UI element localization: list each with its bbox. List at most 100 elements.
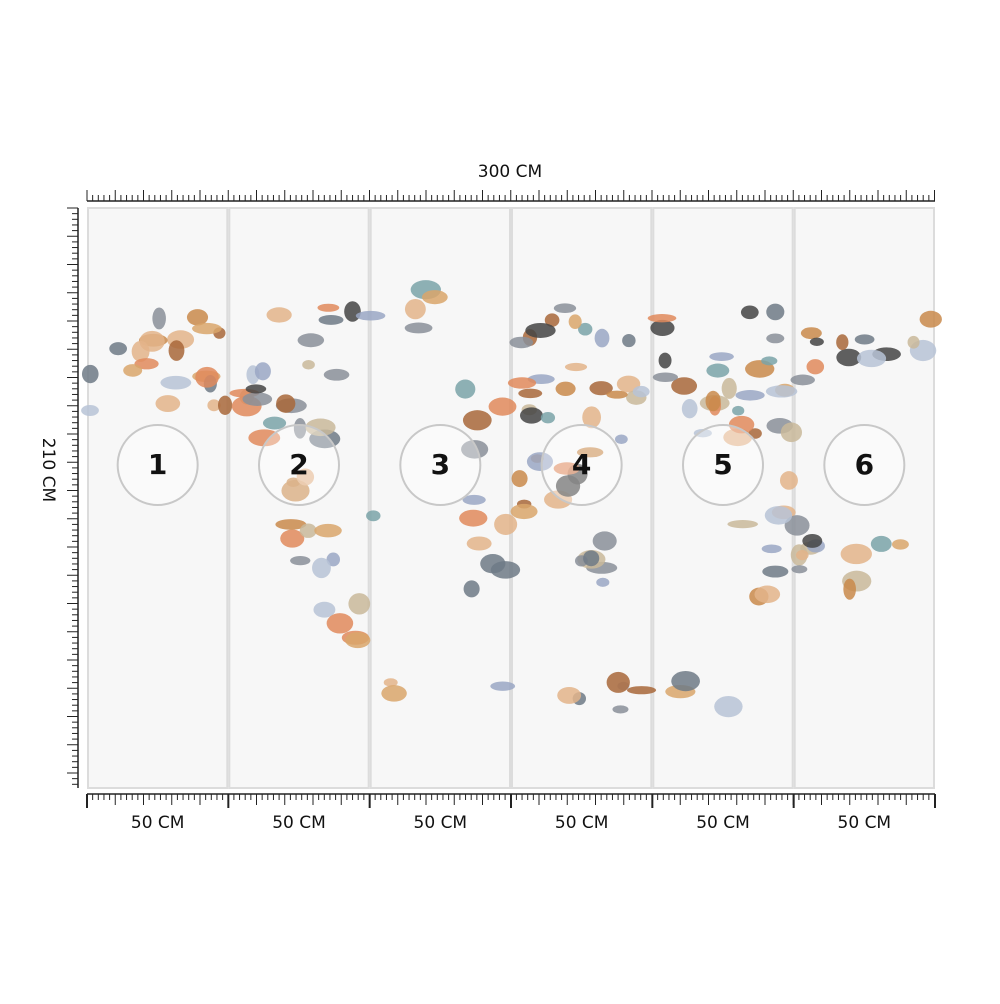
animal-illustration: [854, 334, 875, 345]
animal-illustration: [155, 395, 181, 413]
animal-illustration: [254, 362, 271, 381]
animal-illustration: [555, 381, 576, 396]
animal-illustration: [518, 388, 543, 399]
animal-illustration: [383, 678, 398, 687]
animal-illustration: [186, 309, 209, 326]
animal-illustration: [168, 340, 185, 361]
animal-illustration: [463, 580, 480, 598]
animal-illustration: [564, 362, 588, 372]
animal-illustration: [693, 428, 712, 438]
animal-illustration: [139, 330, 165, 352]
animal-illustration: [836, 348, 862, 367]
animal-illustration: [652, 372, 678, 382]
animal-illustration: [714, 695, 743, 718]
animal-illustration: [779, 471, 798, 490]
animal-illustration: [919, 310, 942, 328]
panel-number: 1: [148, 448, 167, 481]
animal-illustration: [856, 349, 887, 368]
animal-illustration: [195, 366, 219, 388]
panel-number: 5: [713, 448, 732, 481]
animal-illustration: [326, 552, 341, 567]
animal-illustration: [217, 395, 233, 416]
animal-illustration: [568, 314, 582, 330]
animal-illustration: [754, 585, 781, 604]
animal-illustration: [323, 368, 350, 381]
animal-illustration: [806, 359, 825, 375]
animal-illustration: [511, 470, 528, 488]
animal-illustration: [462, 410, 492, 431]
animal-illustration: [293, 418, 307, 439]
animal-illustration: [262, 416, 287, 430]
animal-illustration: [81, 405, 99, 416]
animal-illustration: [795, 550, 809, 561]
animal-illustration: [480, 553, 506, 574]
animal-illustration: [344, 301, 361, 322]
animal-illustration: [281, 479, 310, 502]
animal-illustration: [721, 377, 737, 399]
animal-illustration: [520, 407, 543, 424]
panel-number-circle: [823, 424, 906, 506]
panel-number-circle: [258, 424, 340, 506]
animal-illustration: [658, 352, 672, 369]
animal-illustration: [594, 328, 610, 348]
animal-illustration: [705, 390, 721, 412]
animal-illustration: [290, 555, 311, 566]
animal-illustration: [582, 406, 601, 429]
animal-illustration: [836, 334, 849, 351]
animal-illustration: [455, 379, 476, 399]
animal-illustration: [461, 440, 489, 459]
animal-illustration: [765, 385, 798, 398]
animal-illustration: [302, 359, 315, 370]
animal-illustration: [647, 314, 677, 323]
animal-illustration: [727, 520, 758, 529]
animal-illustration: [840, 543, 872, 565]
animal-illustration: [761, 356, 778, 366]
animal-illustration: [266, 307, 292, 323]
animal-illustration: [544, 313, 560, 327]
animal-illustration: [404, 299, 426, 320]
animal-illustration: [312, 557, 331, 579]
animal-illustration: [355, 310, 386, 321]
animal-illustration: [728, 415, 755, 434]
animal-illustration: [762, 565, 789, 578]
animal-illustration: [553, 303, 577, 314]
animal-illustration: [134, 358, 159, 370]
animal-illustration: [318, 314, 344, 325]
animal-illustration: [709, 352, 734, 362]
animal-illustration: [242, 392, 273, 406]
animal-illustration: [553, 462, 580, 475]
animal-illustration: [404, 322, 433, 334]
animal-illustration: [81, 364, 99, 384]
animal-illustration: [732, 405, 745, 416]
animal-illustration: [632, 385, 650, 398]
animal-illustration: [790, 374, 815, 386]
animal-map: [81, 280, 942, 718]
animal-illustration: [791, 565, 808, 574]
animal-illustration: [540, 412, 556, 424]
animal-illustration: [305, 418, 336, 437]
animal-illustration: [366, 510, 381, 522]
animal-illustration: [510, 503, 538, 520]
panel-width-label: 50 CM: [272, 813, 326, 833]
animal-illustration: [800, 327, 822, 340]
panel-number-circle: [399, 424, 482, 506]
animal-illustration: [490, 681, 516, 691]
animal-illustration: [276, 394, 296, 413]
animal-illustration: [299, 523, 317, 538]
animal-illustration: [207, 399, 221, 412]
animal-illustration: [297, 333, 325, 348]
animal-illustration: [706, 363, 730, 378]
panel-width-label: 50 CM: [414, 813, 468, 833]
animal-illustration: [275, 519, 307, 530]
panel-width-label: 50 CM: [838, 813, 892, 833]
animal-illustration: [606, 390, 628, 399]
animal-illustration: [740, 305, 759, 320]
animal-illustration: [626, 686, 657, 695]
animal-illustration: [892, 539, 909, 550]
animal-illustration: [381, 685, 407, 702]
animal-illustration: [766, 333, 785, 344]
animal-illustration: [809, 337, 824, 346]
animal-illustration: [152, 307, 166, 330]
animal-illustration: [784, 515, 810, 536]
